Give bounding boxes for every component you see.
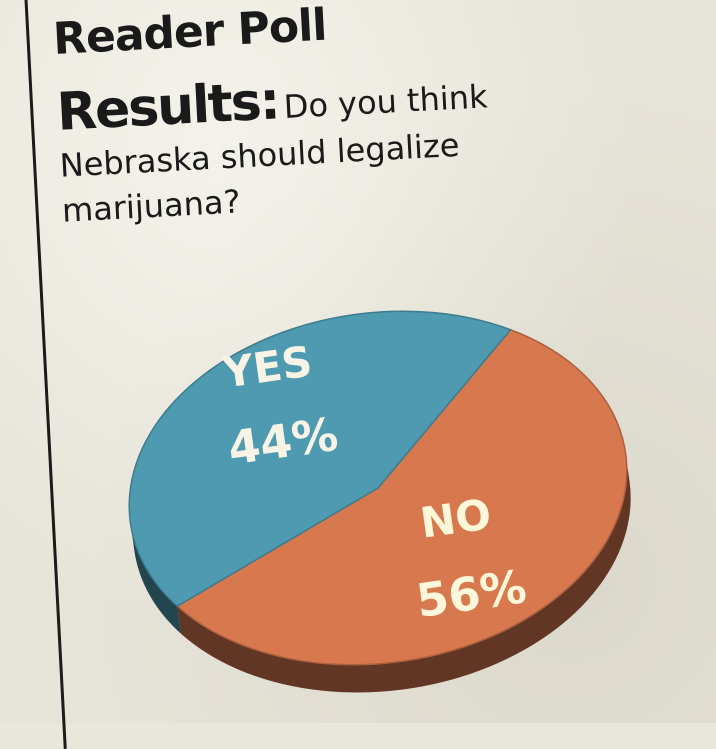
- pie-slice-no: [176, 328, 628, 666]
- slice-label-no: NO: [417, 489, 494, 547]
- pie-side-yes: [130, 522, 182, 634]
- pie-slice-yes: [128, 310, 512, 608]
- pie-side-no: [177, 453, 631, 693]
